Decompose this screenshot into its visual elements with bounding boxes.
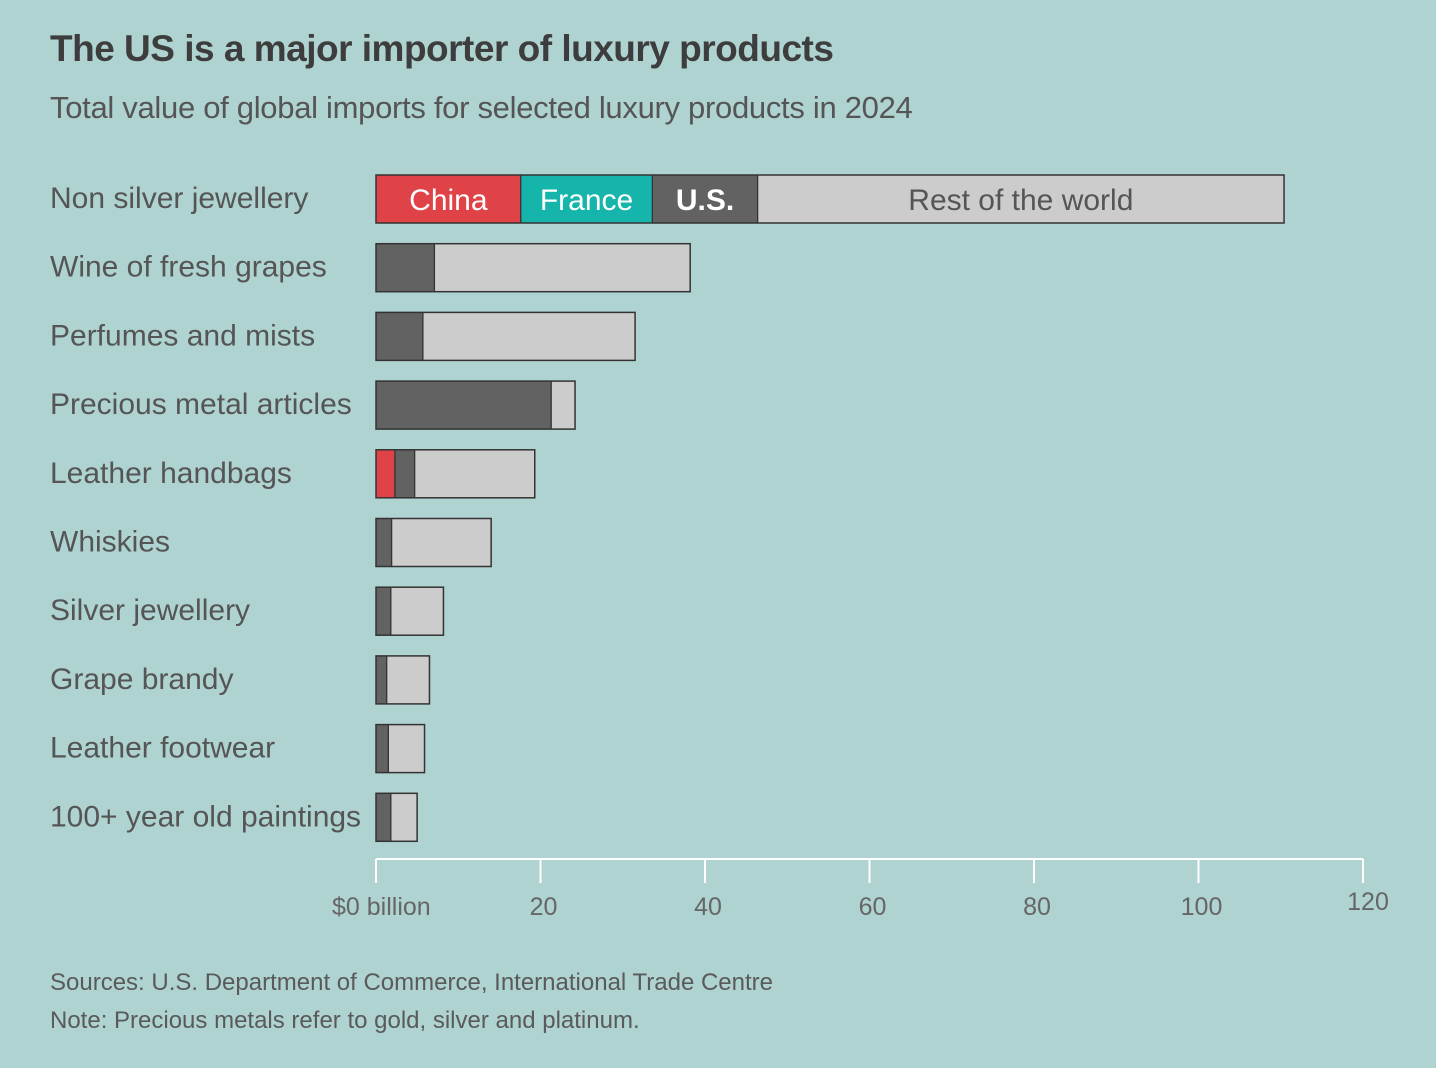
- bar-outline: [375, 792, 418, 843]
- bar-segment-china: [376, 449, 395, 498]
- category-label-leather-handbags: Leather handbags: [50, 457, 292, 490]
- bar-segment-u-s: [376, 243, 435, 292]
- chart-subtitle: Total value of global imports for select…: [50, 90, 913, 125]
- category-labels: Non silver jewellery Wine of fresh grapes…: [50, 182, 361, 833]
- bar-row-100-year-old-paintings: [375, 792, 418, 843]
- category-label-100-year-old-paintings: 100+ year old paintings: [50, 800, 361, 833]
- bar-segment-china: [376, 175, 521, 223]
- legend-label-u-s: U.S.: [676, 184, 734, 217]
- legend-label-france: France: [540, 184, 633, 217]
- category-label-leather-footwear: Leather footwear: [50, 732, 275, 765]
- bar-outline: [375, 449, 536, 499]
- bar-segment-rest-of-the-world: [391, 518, 492, 567]
- chart-title: The US is a major importer of luxury pro…: [50, 28, 834, 69]
- category-label-precious-metal-articles: Precious metal articles: [50, 388, 352, 421]
- bar-outline: [375, 517, 492, 568]
- bar-segment-u-s: [394, 449, 415, 498]
- bar-segment-u-s: [376, 655, 387, 704]
- bar-segment-u-s: [376, 793, 391, 842]
- x-tick-label: 60: [859, 893, 887, 921]
- bar-row-grape-brandy: [375, 655, 431, 705]
- x-tick-label: 100: [1181, 893, 1223, 921]
- bar-segment-france: [520, 175, 653, 223]
- bar-outline: [375, 586, 445, 636]
- x-tick-label: 20: [530, 893, 558, 921]
- category-label-silver-jewellery: Silver jewellery: [50, 594, 250, 627]
- x-tick-label: 40: [694, 893, 722, 921]
- bar-segment-rest-of-the-world: [414, 449, 535, 498]
- bar-segment-u-s: [376, 724, 389, 773]
- legend-label-china: China: [409, 184, 488, 217]
- bar-row-perfumes-and-mists: [375, 311, 636, 362]
- x-tick-label: $0 billion: [332, 893, 431, 921]
- bar-row-whiskies: [375, 517, 492, 568]
- bar-row-precious-metal-articles: [375, 380, 576, 430]
- bar-segment-u-s: [376, 312, 423, 361]
- bar-row-silver-jewellery: [375, 586, 445, 636]
- category-label-wine-of-fresh-grapes: Wine of fresh grapes: [50, 251, 327, 284]
- bar-segment-rest-of-the-world: [390, 793, 418, 842]
- bar-row-non-silver-jewellery: China France U.S. Rest of the world: [375, 174, 1285, 224]
- bar-segment-rest-of-the-world: [551, 381, 576, 430]
- bar-outline: [375, 655, 431, 705]
- bar-segment-rest-of-the-world: [434, 243, 691, 292]
- category-label-perfumes-and-mists: Perfumes and mists: [50, 319, 315, 352]
- bar-segment-rest-of-the-world: [386, 655, 430, 704]
- bar-segment-rest-of-the-world: [390, 587, 444, 636]
- bar-outline: [375, 723, 426, 774]
- bar-segment-u-s: [376, 587, 391, 636]
- x-axis: $0 billion 20 40 60 80 100 120: [332, 858, 1389, 921]
- bars: China France U.S. Rest of the world: [375, 174, 1285, 843]
- category-label-grape-brandy: Grape brandy: [50, 663, 233, 696]
- bar-segment-rest-of-the-world: [757, 175, 1285, 223]
- bar-outline: [375, 311, 636, 362]
- bar-outline: [375, 242, 691, 293]
- footnote: Note: Precious metals refer to gold, sil…: [50, 1007, 640, 1034]
- x-tick-label: 80: [1023, 893, 1051, 921]
- bar-segment-u-s: [376, 381, 552, 430]
- sources-note: Sources: U.S. Department of Commerce, In…: [50, 969, 773, 996]
- category-label-whiskies: Whiskies: [50, 526, 170, 559]
- bar-outline: [375, 380, 576, 430]
- bar-segment-u-s: [376, 518, 392, 567]
- bar-segment-rest-of-the-world: [422, 312, 636, 361]
- stacked-bar-chart: Non silver jewellery Wine of fresh grapes…: [50, 174, 1389, 921]
- bar-row-leather-handbags: [375, 449, 536, 499]
- bar-segment-rest-of-the-world: [388, 724, 425, 773]
- legend-label-rest-of-the-world: Rest of the world: [908, 184, 1133, 217]
- bar-row-wine-of-fresh-grapes: [375, 242, 691, 293]
- x-tick-label: 120: [1347, 888, 1389, 916]
- category-label-non-silver-jewellery: Non silver jewellery: [50, 182, 308, 215]
- bar-row-leather-footwear: [375, 723, 426, 774]
- bar-segment-u-s: [652, 175, 758, 223]
- bar-outline: [375, 174, 1285, 224]
